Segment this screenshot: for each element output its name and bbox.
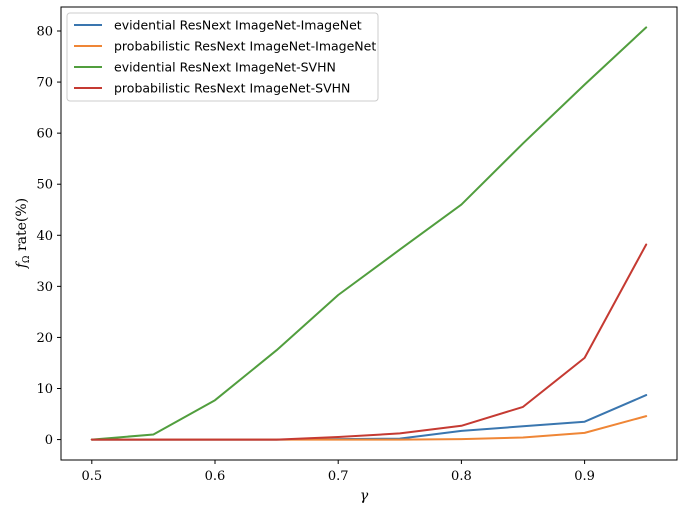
legend: evidential ResNext ImageNet-ImageNet prob… — [66, 12, 379, 102]
y-tick-label: 60 — [36, 127, 53, 142]
x-tick-label: 0.6 — [205, 469, 226, 484]
y-tick-label: 10 — [36, 382, 53, 397]
y-tick-label: 20 — [36, 331, 53, 346]
legend-label: evidential ResNext ImageNet-SVHN — [114, 60, 336, 75]
x-tick-label: 0.7 — [328, 469, 349, 484]
y-tick-label: 30 — [36, 280, 53, 295]
y-tick-label: 0 — [45, 433, 53, 448]
series-line-0 — [90, 394, 648, 441]
legend-label: evidential ResNext ImageNet-ImageNet — [114, 18, 362, 33]
y-axis-label-subscript: Ω — [22, 255, 32, 262]
x-tick-label: 0.9 — [574, 469, 595, 484]
y-axis-label-symbol: f — [14, 260, 30, 269]
axis-ticks: 0.5 0.6 0.7 0.8 0.9 0 10 20 30 40 50 60 70 80 — [36, 25, 594, 484]
legend-label: probabilistic ResNext ImageNet-ImageNet — [114, 39, 376, 54]
y-tick-label: 40 — [36, 229, 53, 244]
x-tick-label: 0.8 — [451, 469, 472, 484]
y-tick-label: 50 — [36, 178, 53, 193]
legend-label: probabilistic ResNext ImageNet-SVHN — [114, 81, 350, 96]
series-lines — [90, 26, 648, 441]
y-tick-label: 70 — [36, 76, 53, 91]
y-axis-label: fΩ rate(%) — [14, 198, 32, 269]
x-tick-label: 0.5 — [81, 469, 102, 484]
series-line-2 — [90, 26, 648, 441]
legend-box — [66, 12, 379, 102]
series-line-3 — [90, 243, 648, 441]
plot-area-frame — [60, 6, 678, 461]
x-axis-label: γ — [360, 488, 369, 504]
y-tick-label: 80 — [36, 25, 53, 40]
y-axis-label-text: rate(%) — [14, 198, 30, 256]
